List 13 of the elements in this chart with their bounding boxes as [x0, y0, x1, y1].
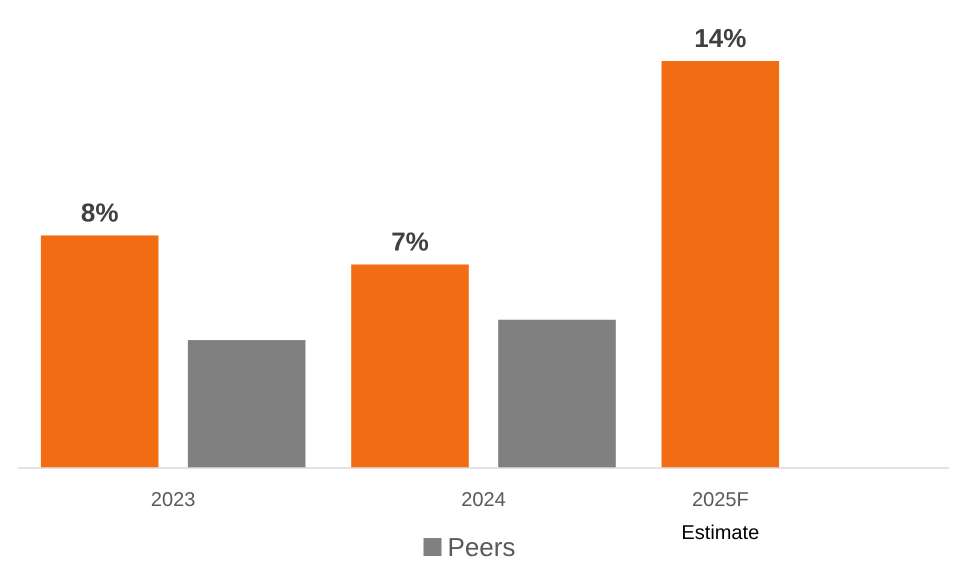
x-tick-label: 2025F	[692, 489, 749, 511]
bar	[498, 320, 616, 468]
x-tick-label: 2023	[150, 489, 196, 511]
data-label: 7%	[391, 226, 429, 256]
bar	[40, 235, 158, 468]
data-label: 8%	[80, 197, 118, 228]
bar	[188, 340, 306, 468]
bar	[662, 61, 780, 468]
legend-label: Peers	[448, 532, 516, 562]
x-tick-label: 2024	[461, 489, 506, 511]
data-label: 14%	[694, 23, 746, 53]
text: Estimate	[681, 522, 760, 544]
bar	[351, 264, 469, 468]
